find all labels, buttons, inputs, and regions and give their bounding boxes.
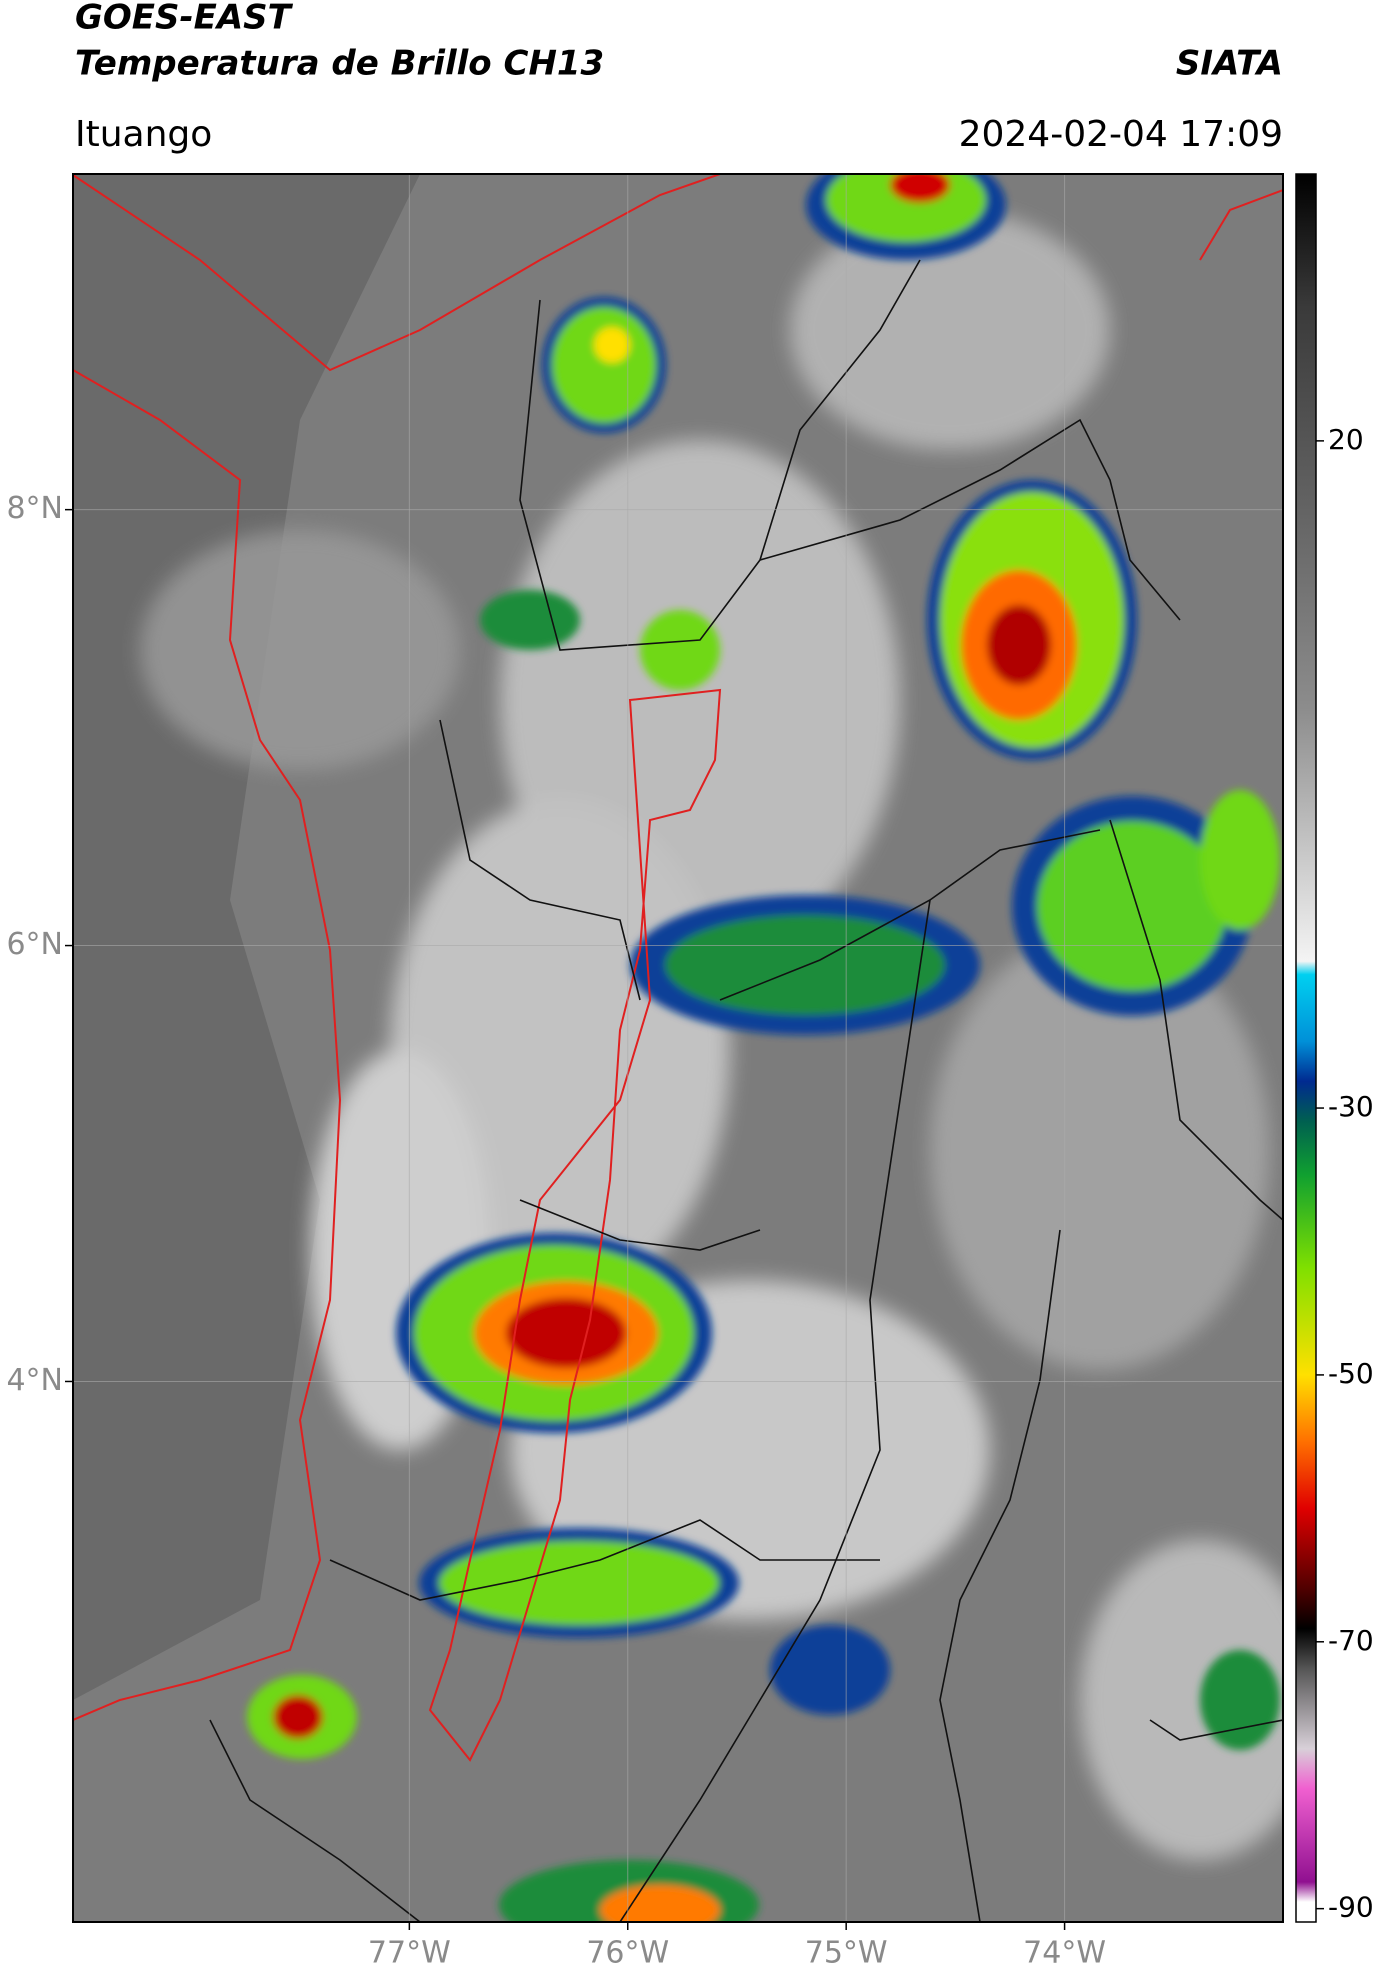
datetime: 2024-02-04 17:09 bbox=[959, 114, 1283, 155]
lon-tick-label: 74°W bbox=[1023, 1936, 1106, 1971]
colorbar-tick-label: 20 bbox=[1328, 423, 1364, 456]
lon-tick-label: 76°W bbox=[586, 1936, 669, 1971]
colorbar-tick-label: -50 bbox=[1328, 1357, 1374, 1390]
subtitle: Temperatura de Brillo CH13 bbox=[75, 44, 604, 84]
colorbar-tick-label: -70 bbox=[1328, 1624, 1374, 1657]
lon-tick-label: 77°W bbox=[368, 1936, 451, 1971]
grid bbox=[73, 174, 1283, 1922]
satellite-image bbox=[73, 174, 1283, 1922]
lat-tick-label: 8°N bbox=[6, 491, 63, 526]
source: SIATA bbox=[1176, 44, 1283, 84]
lon-tick-label: 75°W bbox=[805, 1936, 888, 1971]
lat-tick-label: 4°N bbox=[6, 1363, 63, 1398]
lat-tick-label: 6°N bbox=[6, 927, 63, 962]
colorbar bbox=[1295, 173, 1317, 1923]
location: Ituango bbox=[75, 114, 212, 155]
title: GOES-EAST bbox=[75, 0, 294, 38]
colorbar-tick-label: -90 bbox=[1328, 1891, 1374, 1924]
colorbar-tick-label: -30 bbox=[1328, 1090, 1374, 1123]
map-frame bbox=[72, 173, 1284, 1923]
